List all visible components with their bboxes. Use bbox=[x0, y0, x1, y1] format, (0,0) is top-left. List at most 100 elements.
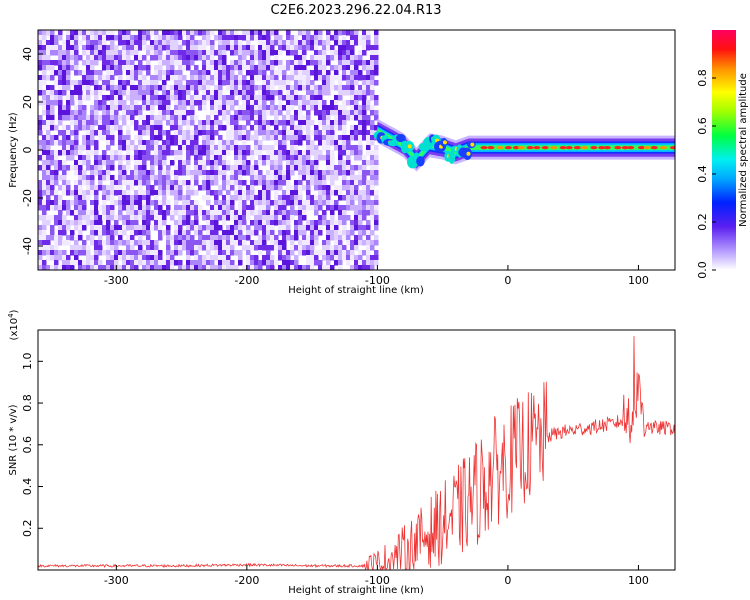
spectrogram-cell bbox=[374, 255, 379, 261]
spectrogram-cell bbox=[354, 205, 359, 211]
spectrogram-cell bbox=[202, 245, 207, 251]
spectrogram-cell bbox=[250, 170, 255, 176]
spectrogram-cell bbox=[162, 70, 167, 76]
spectrogram-cell bbox=[210, 265, 215, 270]
spectrogram-cell bbox=[290, 75, 295, 81]
spectrogram-cell bbox=[206, 55, 211, 61]
spectrogram-cell bbox=[246, 50, 251, 56]
spectrogram-cell bbox=[158, 180, 163, 186]
spectrogram-cell bbox=[42, 110, 47, 116]
spectrogram-cell bbox=[170, 60, 175, 66]
spectrogram-cell bbox=[242, 245, 247, 251]
spectrogram-cell bbox=[114, 150, 119, 156]
spectrogram-cell bbox=[238, 180, 243, 186]
signal-peak bbox=[573, 146, 581, 150]
spectrogram-cell bbox=[318, 35, 323, 41]
spectrogram-cell bbox=[186, 60, 191, 66]
spectrogram-cell bbox=[194, 80, 199, 86]
spectrogram-cell bbox=[342, 135, 347, 141]
spectrogram-cell bbox=[222, 105, 227, 111]
spectrogram-cell bbox=[270, 230, 275, 236]
spectrogram-cell bbox=[374, 250, 379, 256]
spectrogram-cell bbox=[46, 85, 51, 91]
spectrogram-cell bbox=[38, 180, 43, 186]
spectrogram-cell bbox=[94, 60, 99, 66]
spectrogram-cell bbox=[190, 115, 195, 121]
spectrogram-cell bbox=[90, 260, 95, 266]
spectrogram-cell bbox=[354, 210, 359, 216]
spectrogram-cell bbox=[82, 75, 87, 81]
spectrogram-cell bbox=[350, 185, 355, 191]
spectrogram-cell bbox=[98, 50, 103, 56]
spectrogram-x-tick-label: -100 bbox=[365, 274, 390, 287]
spectrogram-cell bbox=[350, 175, 355, 181]
signal-peak bbox=[407, 144, 412, 149]
spectrogram-cell bbox=[170, 160, 175, 166]
spectrogram-cell bbox=[278, 155, 283, 161]
spectrogram-cell bbox=[330, 150, 335, 156]
spectrogram-cell bbox=[154, 240, 159, 246]
spectrogram-cell bbox=[358, 35, 363, 41]
spectrogram-cell bbox=[330, 50, 335, 56]
spectrogram-cell bbox=[354, 60, 359, 66]
spectrogram-cell bbox=[302, 155, 307, 161]
spectrogram-cell bbox=[154, 250, 159, 256]
spectrogram-cell bbox=[326, 140, 331, 146]
spectrogram-cell bbox=[94, 205, 99, 211]
spectrogram-cell bbox=[262, 90, 267, 96]
spectrogram-cell bbox=[334, 225, 339, 231]
spectrogram-cell bbox=[142, 30, 147, 36]
spectrogram-cell bbox=[50, 95, 55, 101]
spectrogram-cell bbox=[66, 30, 71, 36]
spectrogram-cell bbox=[66, 45, 71, 51]
spectrogram-cell bbox=[158, 250, 163, 256]
spectrogram-cell bbox=[122, 100, 127, 106]
spectrogram-cell bbox=[278, 215, 283, 221]
spectrogram-cell bbox=[134, 165, 139, 171]
spectrogram-cell bbox=[242, 190, 247, 196]
spectrogram-cell bbox=[266, 145, 271, 151]
spectrogram-cell bbox=[310, 90, 315, 96]
spectrogram-cell bbox=[278, 255, 283, 261]
spectrogram-cell bbox=[354, 155, 359, 161]
spectrogram-cell bbox=[326, 240, 331, 246]
spectrogram-cell bbox=[66, 110, 71, 116]
spectrogram-cell bbox=[94, 45, 99, 51]
spectrogram-cell bbox=[46, 110, 51, 116]
spectrogram-cell bbox=[42, 200, 47, 206]
spectrogram-cell bbox=[246, 120, 251, 126]
spectrogram-cell bbox=[242, 75, 247, 81]
spectrogram-cell bbox=[314, 250, 319, 256]
spectrogram-cell bbox=[342, 205, 347, 211]
spectrogram-cell bbox=[110, 130, 115, 136]
spectrogram-cell bbox=[366, 185, 371, 191]
spectrogram-cell bbox=[182, 40, 187, 46]
spectrogram-cell bbox=[246, 185, 251, 191]
spectrogram-cell bbox=[242, 180, 247, 186]
spectrogram-cell bbox=[226, 260, 231, 266]
spectrogram-cell bbox=[130, 225, 135, 231]
spectrogram-cell bbox=[266, 220, 271, 226]
spectrogram-cell bbox=[374, 30, 379, 36]
spectrogram-cell bbox=[294, 45, 299, 51]
spectrogram-cell bbox=[186, 260, 191, 266]
spectrogram-cell bbox=[262, 100, 267, 106]
spectrogram-cell bbox=[182, 55, 187, 61]
spectrogram-cell bbox=[58, 75, 63, 81]
spectrogram-cell bbox=[370, 200, 375, 206]
spectrogram-cell bbox=[174, 230, 179, 236]
spectrogram-cell bbox=[98, 175, 103, 181]
spectrogram-cell bbox=[146, 115, 151, 121]
spectrogram-cell bbox=[342, 210, 347, 216]
spectrogram-cell bbox=[206, 130, 211, 136]
spectrogram-cell bbox=[230, 75, 235, 81]
spectrogram-cell bbox=[94, 185, 99, 191]
spectrogram-cell bbox=[178, 210, 183, 216]
spectrogram-cell bbox=[74, 125, 79, 131]
spectrogram-cell bbox=[226, 75, 231, 81]
spectrogram-cell bbox=[218, 225, 223, 231]
spectrogram-cell bbox=[226, 85, 231, 91]
spectrogram-cell bbox=[38, 150, 43, 156]
spectrogram-cell bbox=[270, 90, 275, 96]
